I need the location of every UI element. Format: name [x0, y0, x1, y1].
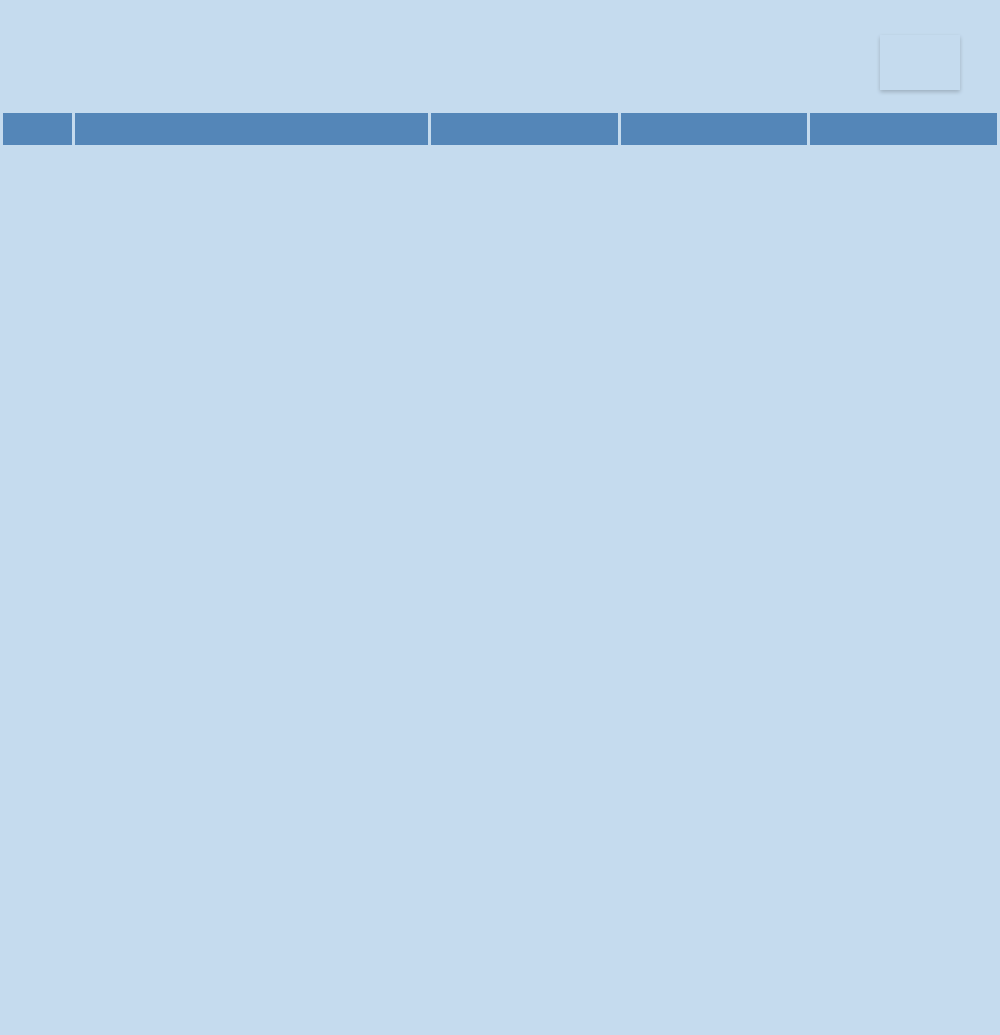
header-name-col [75, 113, 428, 145]
price-table-wrap [0, 110, 1000, 148]
page-container [0, 0, 1000, 148]
table-header [3, 113, 997, 145]
header-avg [621, 113, 808, 145]
colombia-flag-icon [880, 35, 960, 90]
header-icon-col [3, 113, 72, 145]
header-text-block [40, 30, 880, 42]
header-min [431, 113, 618, 145]
page-header [0, 0, 1000, 110]
price-table [0, 110, 1000, 148]
header-max [810, 113, 997, 145]
